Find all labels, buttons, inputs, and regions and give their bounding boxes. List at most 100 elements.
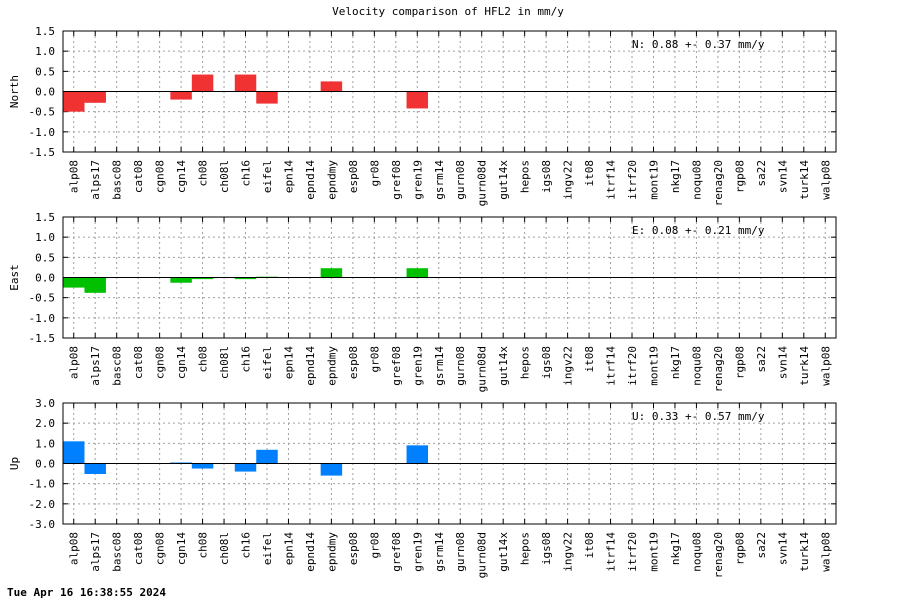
x-tick-label: rgp08 [733, 346, 746, 379]
plot-frame [62, 216, 837, 339]
x-tick-label: ch08l [218, 532, 231, 565]
y-tick-label: 0.0 [35, 272, 55, 285]
stats-annotation: N: 0.88 +- 0.37 mm/y [632, 38, 765, 51]
y-tick-label: 0.5 [35, 65, 55, 78]
x-tick-label: ingv22 [562, 160, 575, 200]
y-tick-label: -2.0 [29, 498, 56, 511]
x-tick-label: gurn08 [454, 346, 467, 386]
bar-cgn14 [170, 91, 192, 100]
x-tick-label: gr08 [368, 532, 381, 559]
bar-gren19 [406, 268, 429, 278]
x-tick-label: alp08 [68, 532, 81, 565]
x-tick-label: turk14 [798, 160, 811, 200]
x-tick-label: alps17 [89, 346, 102, 386]
bar-alp08 [63, 441, 85, 464]
x-tick-label: cgn08 [154, 160, 167, 193]
x-tick-label: it08 [583, 160, 596, 187]
x-tick-label: nkg17 [669, 160, 682, 193]
x-tick-label: gr08 [368, 346, 381, 373]
x-tick-label: epnd14 [304, 160, 317, 200]
x-tick-label: gut14x [497, 160, 510, 200]
x-tick-label: epn14 [282, 346, 295, 379]
y-tick-label: 0.0 [35, 458, 55, 471]
x-tick-label: itrf20 [626, 160, 639, 200]
bar-ch08 [191, 74, 214, 92]
x-tick-label: cgn08 [154, 346, 167, 379]
x-tick-label: eifel [261, 160, 274, 193]
x-tick-label: cgn14 [175, 346, 188, 379]
y-tick-label: 0.5 [35, 251, 55, 264]
bar-ch08 [191, 277, 214, 280]
bar-cgn14 [170, 277, 192, 283]
x-tick-label: cgn14 [175, 532, 188, 565]
stats-annotation: E: 0.08 +- 0.21 mm/y [632, 224, 765, 237]
x-tick-label: gurn08d [476, 346, 489, 392]
x-tick-label: basc08 [111, 346, 124, 386]
x-tick-label: itrf14 [605, 160, 618, 200]
y-tick-label: -1.0 [29, 478, 56, 491]
x-tick-label: ch16 [240, 346, 253, 373]
bar-ch16 [234, 463, 257, 472]
x-tick-label: gut14x [497, 532, 510, 572]
x-tick-label: gurn08 [454, 160, 467, 200]
x-tick-label: eifel [261, 346, 274, 379]
x-tick-label: epndmy [325, 532, 338, 572]
y-tick-label: 1.5 [35, 25, 55, 38]
x-tick-label: alps17 [89, 532, 102, 572]
x-tick-label: it08 [583, 532, 596, 559]
x-tick-label: gurn08d [476, 532, 489, 578]
y-tick-label: 3.0 [35, 397, 55, 410]
x-tick-label: svn14 [776, 160, 789, 193]
x-tick-label: renag20 [712, 160, 725, 206]
x-tick-label: svn14 [776, 532, 789, 565]
bar-cgn14 [170, 462, 192, 464]
y-tick-label: -3.0 [29, 518, 56, 531]
chart-title: Velocity comparison of HFL2 in mm/y [332, 5, 564, 18]
x-tick-label: gr08 [368, 160, 381, 187]
x-tick-label: hepos [519, 346, 532, 379]
bar-alps17 [84, 463, 106, 474]
x-tick-label: esp08 [347, 346, 360, 379]
y-tick-label: -1.5 [29, 146, 56, 159]
bar-epndmy [320, 81, 343, 92]
x-tick-label: gsrm14 [433, 160, 446, 200]
x-tick-label: renag20 [712, 346, 725, 392]
x-tick-label: epnd14 [304, 532, 317, 572]
x-tick-label: basc08 [111, 532, 124, 572]
x-tick-label: mont19 [647, 160, 660, 200]
x-tick-label: walp08 [819, 532, 832, 572]
x-tick-label: it08 [583, 346, 596, 373]
x-tick-label: ch08l [218, 160, 231, 193]
x-tick-label: epn14 [282, 160, 295, 193]
x-tick-label: sa22 [755, 346, 768, 373]
x-tick-label: gurn08 [454, 532, 467, 572]
y-tick-label: 2.0 [35, 417, 55, 430]
bar-alps17 [84, 91, 106, 103]
x-tick-label: walp08 [819, 160, 832, 200]
bar-epndmy [320, 463, 343, 476]
x-tick-label: gref08 [390, 160, 403, 200]
y-tick-label: 0.0 [35, 86, 55, 99]
x-tick-label: alps17 [89, 160, 102, 200]
x-tick-label: itrf20 [626, 532, 639, 572]
x-tick-label: gref08 [390, 532, 403, 572]
x-tick-label: ingv22 [562, 532, 575, 572]
x-tick-label: gsrm14 [433, 532, 446, 572]
y-tick-label: -0.5 [29, 292, 56, 305]
x-tick-label: gsrm14 [433, 346, 446, 386]
bar-ch16 [234, 277, 257, 280]
bar-gren19 [406, 91, 429, 109]
plot-frame [62, 402, 837, 525]
x-tick-label: igs08 [540, 160, 553, 193]
x-tick-label: nkg17 [669, 532, 682, 565]
bar-gren19 [406, 445, 429, 464]
x-tick-label: gren19 [411, 346, 424, 386]
y-tick-label: -1.0 [29, 312, 56, 325]
panel-north: 1.5 1.0 0.5 0.0 -0.5 -1.0 -1.5 alp08 alps17 basc0… [8, 25, 837, 206]
bar-eifel [256, 449, 278, 464]
x-tick-label: epndmy [325, 346, 338, 386]
x-tick-label: itrf14 [605, 346, 618, 386]
x-tick-label: noqu08 [690, 346, 703, 386]
bar-eifel [256, 91, 278, 104]
x-tick-label: esp08 [347, 532, 360, 565]
